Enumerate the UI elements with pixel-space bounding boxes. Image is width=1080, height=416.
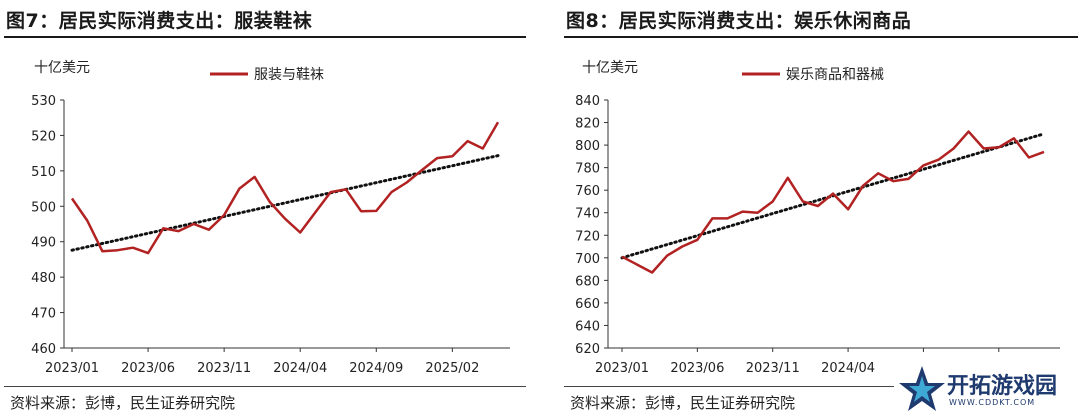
- clothing-footwear-line-chart: 十亿美元 460 470 480 490 500 510 520 530 2023/01 2023…: [31, 60, 510, 376]
- x-tick-label: 2023/06: [670, 361, 724, 376]
- x-tick-label: 2023/01: [595, 361, 649, 376]
- watermark-name: 开拓游戏园: [947, 374, 1058, 399]
- x-tick-label: 2023/11: [746, 361, 800, 376]
- figure-8-panel: 图8：居民实际消费支出：娱乐休闲商品 十亿美元 620 640 660 680 700 7…: [560, 0, 1080, 416]
- series-line: [621, 130, 1045, 274]
- source-note: 资料来源：彭博，民生证券研究院: [570, 394, 796, 412]
- y-tick-label: 840: [575, 94, 600, 109]
- x-tick-label: 2024/09: [349, 361, 403, 376]
- y-tick-label: 500: [31, 200, 56, 215]
- source-note: 资料来源：彭博，民生证券研究院: [10, 394, 236, 412]
- title-divider: [4, 36, 526, 38]
- trend-line: [70, 154, 500, 252]
- y-tick-label: 660: [575, 297, 600, 312]
- figure-7-panel: 图7：居民实际消费支出：服装鞋袜 十亿美元 460 470 480 490 500 510…: [0, 0, 530, 416]
- y-tick-label: 520: [31, 129, 56, 144]
- watermark-url: WWW.CDDKT.COM: [949, 398, 1036, 407]
- y-tick-label: 700: [575, 252, 600, 267]
- trend-line: [620, 132, 1046, 260]
- y-tick-label: 470: [31, 307, 56, 322]
- y-tick-label: 820: [575, 117, 600, 132]
- site-watermark: 开拓游戏园 WWW.CDDKT.COM: [895, 360, 1080, 416]
- y-tick-label: 800: [575, 139, 600, 154]
- x-tick-label: 2024/04: [821, 361, 875, 376]
- x-tick-label: 2023/01: [45, 361, 99, 376]
- x-tick-label: 2024/04: [273, 361, 327, 376]
- y-tick-label: 740: [575, 207, 600, 222]
- recreational-goods-line-chart: 十亿美元 620 640 660 680 700 720 740 760 780 800 820 84…: [575, 60, 1060, 376]
- x-tick-label: 2025/02: [425, 361, 479, 376]
- y-tick-label: 640: [575, 319, 600, 334]
- y-tick-label: 490: [31, 236, 56, 251]
- legend-label: 服装与鞋袜: [254, 67, 324, 83]
- source-divider: [564, 386, 894, 387]
- star-logo-icon: [899, 366, 945, 411]
- source-divider: [4, 386, 526, 387]
- y-tick-label: 680: [575, 274, 600, 289]
- y-unit-label: 十亿美元: [582, 60, 638, 76]
- y-unit-label: 十亿美元: [34, 60, 90, 76]
- x-tick-label: 2023/11: [197, 361, 251, 376]
- y-tick-label: 720: [575, 229, 600, 244]
- y-tick-label: 760: [575, 184, 600, 199]
- figure-title: 图7：居民实际消费支出：服装鞋袜: [6, 10, 313, 32]
- series-line: [70, 121, 500, 255]
- x-tick-label: 2023/06: [121, 361, 175, 376]
- legend-label: 娱乐商品和器械: [786, 67, 884, 83]
- title-divider: [564, 36, 1078, 38]
- y-tick-label: 620: [575, 342, 600, 357]
- y-tick-label: 530: [31, 94, 56, 109]
- y-tick-label: 510: [31, 165, 56, 180]
- y-tick-label: 780: [575, 162, 600, 177]
- figure-title: 图8：居民实际消费支出：娱乐休闲商品: [566, 10, 912, 32]
- y-tick-label: 460: [31, 342, 56, 357]
- y-tick-label: 480: [31, 271, 56, 286]
